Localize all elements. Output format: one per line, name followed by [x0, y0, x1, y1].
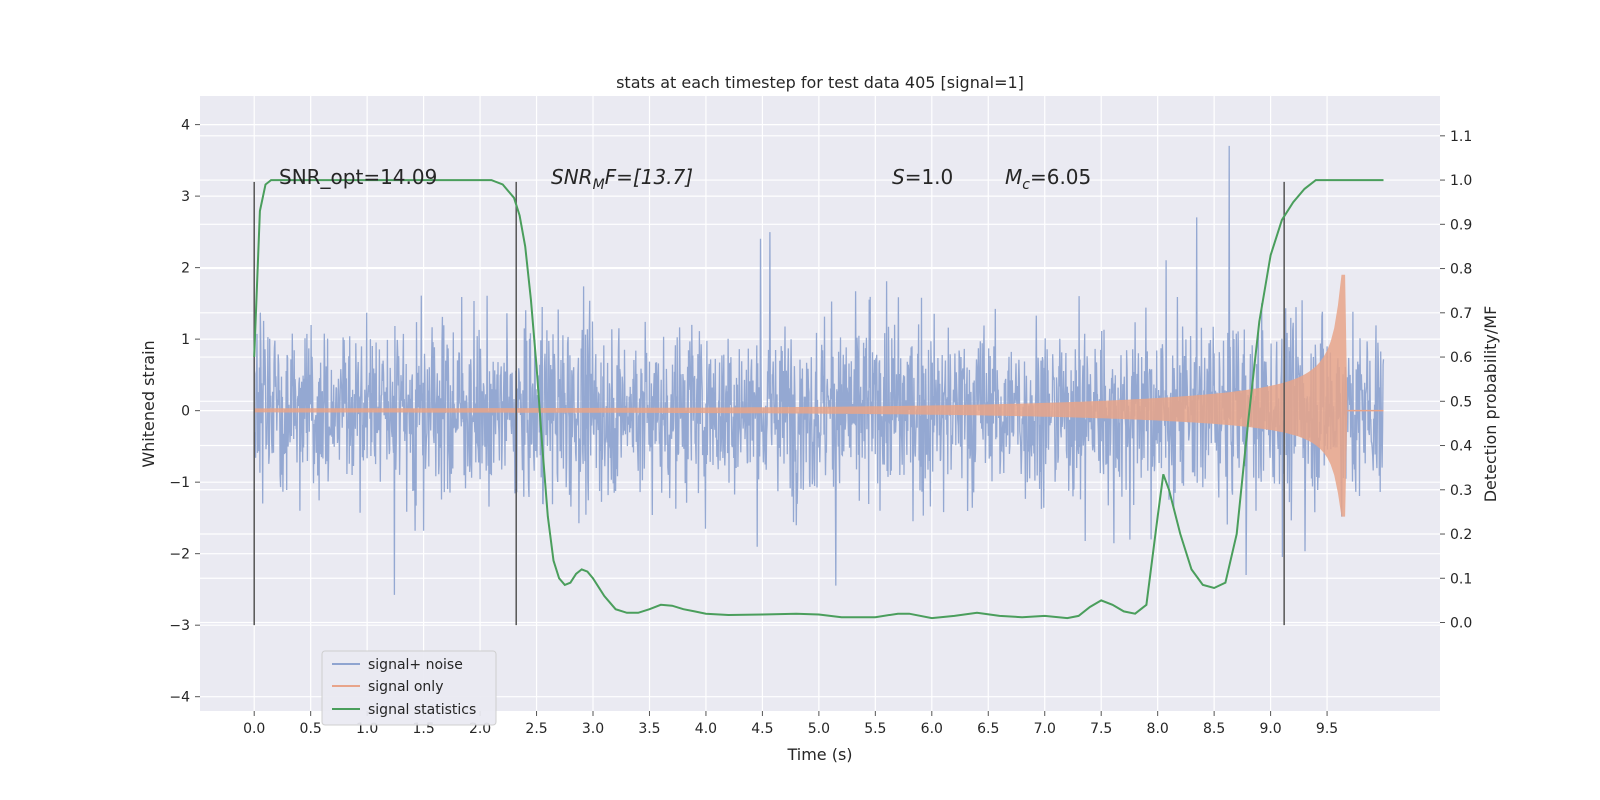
legend-label-signal-statistics: signal statistics	[368, 702, 476, 718]
signal-statistics-path	[253, 179, 1384, 620]
annotation-s: S=1.0	[892, 165, 953, 189]
x-tick-label-9: 4.5	[751, 721, 773, 737]
x-tick-label-7: 3.5	[638, 721, 660, 737]
annotation-snr-mf: SNRMF=[13.7]	[551, 165, 693, 193]
y-left-tick-label-3: −1	[169, 475, 190, 491]
y-right-tick-label-6: 0.6	[1450, 350, 1472, 366]
legend-label-signal-only: signal only	[368, 679, 443, 695]
vertical-markers	[253, 181, 1285, 626]
x-axis-ticks: 0.0 0.5 1.0 1.5 2.0 2.5 3.0 3.5 4.0 4.5 5.0 5.5 6.0 6…	[243, 711, 1338, 737]
mc-base: M	[1005, 165, 1022, 189]
x-tick-label-19: 9.5	[1316, 721, 1338, 737]
x-tick-label-14: 7.0	[1034, 721, 1056, 737]
y-axis-right-ticks: 0.0 0.1 0.2 0.3 0.4 0.5 0.6 0.7 0.8 0.9 1.0 1.1	[1440, 129, 1472, 632]
x-tick-label-10: 5.0	[808, 721, 830, 737]
x-tick-label-6: 3.0	[582, 721, 604, 737]
y-right-tick-label-2: 0.2	[1450, 527, 1472, 543]
x-axis-label: Time (s)	[786, 745, 852, 764]
y-right-tick-label-9: 0.9	[1450, 217, 1472, 233]
y-right-tick-label-8: 0.8	[1450, 262, 1472, 278]
legend: signal+ noise signal only signal statist…	[321, 650, 497, 726]
annotation-snr-opt: SNR_opt=14.09	[279, 165, 437, 189]
x-tick-label-0: 0.0	[243, 721, 265, 737]
y-left-tick-label-4: 0	[181, 404, 190, 420]
y-axis-right-label: Detection probability/MF	[1481, 306, 1500, 503]
y-right-tick-label-0: 0.0	[1450, 616, 1472, 632]
y-left-tick-label-0: −4	[169, 690, 190, 706]
legend-label-signal-noise: signal+ noise	[368, 657, 463, 673]
y-right-tick-label-3: 0.3	[1450, 483, 1472, 499]
x-tick-label-8: 4.0	[695, 721, 717, 737]
x-tick-label-15: 7.5	[1090, 721, 1112, 737]
x-tick-label-16: 8.0	[1147, 721, 1169, 737]
y-right-tick-label-11: 1.1	[1450, 129, 1472, 145]
y-left-tick-label-5: 1	[181, 332, 190, 348]
y-axis-left-label: Whitened strain	[139, 340, 158, 467]
y-right-tick-label-10: 1.0	[1450, 173, 1472, 189]
snr-mf-sub: M	[593, 177, 605, 193]
y-left-tick-label-6: 2	[181, 261, 190, 277]
y-left-tick-label-1: −3	[169, 618, 190, 634]
x-tick-label-5: 2.5	[525, 721, 547, 737]
x-tick-label-11: 5.5	[864, 721, 886, 737]
y-right-tick-label-5: 0.5	[1450, 394, 1472, 410]
series-signal-only	[254, 274, 1384, 517]
y-right-tick-label-1: 0.1	[1450, 571, 1472, 587]
y-axis-left-ticks: −4 −3 −2 −1 0 1 2 3 4	[169, 118, 200, 706]
y-left-tick-label-2: −2	[169, 547, 190, 563]
y-left-tick-label-8: 4	[181, 118, 190, 134]
y-right-tick-label-4: 0.4	[1450, 439, 1472, 455]
x-tick-label-13: 6.5	[977, 721, 999, 737]
mc-value: =6.05	[1030, 165, 1091, 189]
snr-mf-rest: F=[13.7]	[605, 165, 693, 189]
x-tick-label-12: 6.0	[921, 721, 943, 737]
mc-sub: c	[1022, 177, 1030, 193]
series-signal-statistics	[253, 179, 1384, 620]
x-tick-label-1: 0.5	[300, 721, 322, 737]
chart-title: stats at each timestep for test data 405…	[616, 73, 1024, 92]
x-tick-label-18: 9.0	[1259, 721, 1281, 737]
s-value: =1.0	[905, 165, 954, 189]
x-tick-label-17: 8.5	[1203, 721, 1225, 737]
legend-box	[321, 650, 497, 726]
annotation-mc: Mc=6.05	[1005, 165, 1091, 193]
y-right-tick-label-7: 0.7	[1450, 306, 1472, 322]
s-label: S	[892, 165, 905, 189]
snr-mf-base: SNR	[551, 165, 593, 189]
y-left-tick-label-7: 3	[181, 189, 190, 205]
